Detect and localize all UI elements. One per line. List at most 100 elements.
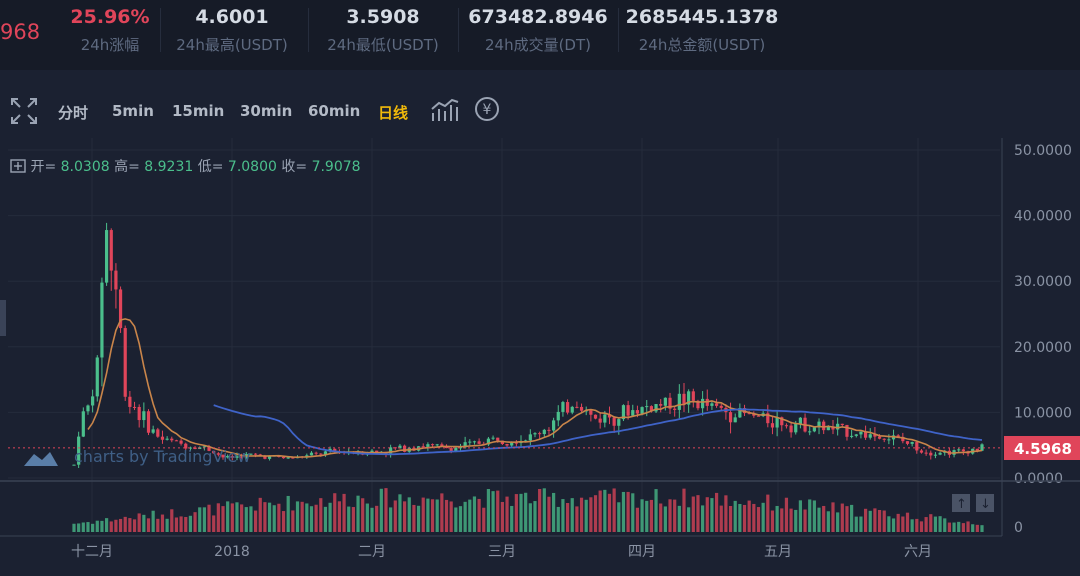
volume-bar: [184, 516, 188, 532]
volume-bar: [756, 507, 761, 532]
tab-30min[interactable]: 30min: [240, 102, 293, 120]
last-price-partial: 968: [0, 20, 41, 44]
volume-bars: [72, 488, 984, 532]
volume-bar: [621, 491, 626, 532]
volume-bar: [938, 516, 942, 532]
volume-bar: [286, 495, 290, 532]
candle-body: [458, 447, 463, 449]
volume-bar: [901, 516, 905, 532]
candle-body: [165, 438, 169, 440]
volume-bar: [784, 497, 789, 532]
candle-body: [868, 434, 872, 438]
chart-grid: [8, 138, 1000, 532]
side-panel-toggle[interactable]: [0, 300, 6, 336]
volume-bar: [654, 489, 658, 532]
volume-bar: [365, 503, 369, 532]
candle-body: [808, 431, 812, 433]
volume-bar: [114, 519, 118, 532]
stat-change: 25.96% 24h涨幅: [62, 6, 158, 55]
candle-body: [617, 419, 621, 426]
volume-bar: [789, 508, 793, 532]
candle-body: [901, 436, 905, 442]
price-tick-label: 50.0000: [1014, 143, 1072, 159]
volume-bar: [370, 507, 374, 532]
volume-bar: [309, 506, 314, 532]
volume-bar: [696, 495, 700, 532]
volume-bar: [877, 509, 882, 532]
candle-body: [207, 446, 211, 451]
volume-bar: [160, 514, 165, 532]
volume-bar: [300, 501, 304, 532]
volume-bar: [151, 510, 155, 532]
candle-body: [677, 393, 681, 410]
candle-body: [631, 410, 635, 416]
volume-bar: [477, 498, 481, 532]
watermark-text: charts by TradingView: [74, 447, 250, 466]
candle-body: [500, 440, 504, 445]
candle-body: [640, 407, 644, 414]
candle-body: [980, 444, 984, 451]
volume-bar: [598, 490, 602, 532]
candle-body: [780, 417, 784, 426]
high-value: 4.6001: [195, 6, 269, 28]
volume-bar: [170, 509, 174, 532]
tab-timeline[interactable]: 分时: [58, 104, 89, 122]
candle-body: [896, 435, 900, 437]
volume-bar: [389, 507, 393, 532]
tab-5min[interactable]: 5min: [112, 102, 154, 120]
candle-body: [212, 450, 216, 454]
time-tick-label: 四月: [628, 544, 656, 560]
candle-body: [957, 449, 961, 451]
volume-bar: [910, 519, 914, 532]
volume-value: 673482.8946: [468, 6, 608, 28]
candle-body: [291, 457, 295, 459]
candle-body: [733, 417, 737, 423]
currency-icon[interactable]: ¥: [474, 96, 500, 122]
close-label: 收=: [281, 159, 308, 175]
indicators-icon[interactable]: [430, 97, 460, 123]
volume-label: 24h成交量(DT): [484, 36, 591, 54]
open-label: 开=: [30, 159, 57, 175]
candle-body: [826, 426, 830, 431]
volume-bar: [612, 488, 616, 532]
volume-bar: [305, 503, 309, 532]
fullscreen-icon[interactable]: [10, 97, 38, 125]
volume-bar: [254, 510, 258, 532]
volume-bar: [207, 504, 211, 532]
tab-daily[interactable]: 日线: [378, 104, 409, 122]
tab-15min[interactable]: 15min: [172, 102, 225, 120]
volume-bar: [328, 502, 332, 532]
ma-long-line: [213, 404, 983, 456]
candle-body: [81, 411, 85, 437]
volume-bar: [416, 505, 421, 532]
volume-bar: [351, 507, 355, 532]
time-tick-label: 2018: [214, 544, 250, 560]
price-chart[interactable]: 50.0000 40.0000 30.0000 20.0000 10.0000 0.000…: [0, 138, 1080, 576]
volume-bar: [542, 488, 546, 532]
candle-body: [100, 282, 104, 358]
volume-bar: [831, 502, 835, 532]
volume-bar: [482, 507, 486, 532]
collapse-legend-icon[interactable]: [10, 159, 26, 173]
volume-bar: [752, 503, 756, 532]
candle-body: [486, 438, 491, 445]
volume-bar: [794, 509, 798, 532]
volume-bar: [589, 497, 593, 532]
candle-body: [859, 431, 863, 435]
volume-bar: [347, 506, 351, 532]
scale-up-button[interactable]: [952, 494, 970, 512]
candle-body: [286, 457, 290, 459]
volume-bar: [705, 497, 709, 532]
volume-bar: [635, 507, 640, 532]
volume-bar: [491, 491, 495, 532]
volume-bar: [845, 506, 849, 532]
volume-bar: [915, 518, 919, 532]
candle-body: [570, 406, 574, 413]
volume-bar: [212, 515, 216, 532]
volume-bar: [193, 512, 197, 532]
scale-down-button[interactable]: [976, 494, 994, 512]
candle-body: [547, 429, 551, 431]
candle-body: [840, 423, 844, 425]
price-tick-label: 0.0000: [1014, 471, 1063, 487]
tab-60min[interactable]: 60min: [308, 102, 361, 120]
